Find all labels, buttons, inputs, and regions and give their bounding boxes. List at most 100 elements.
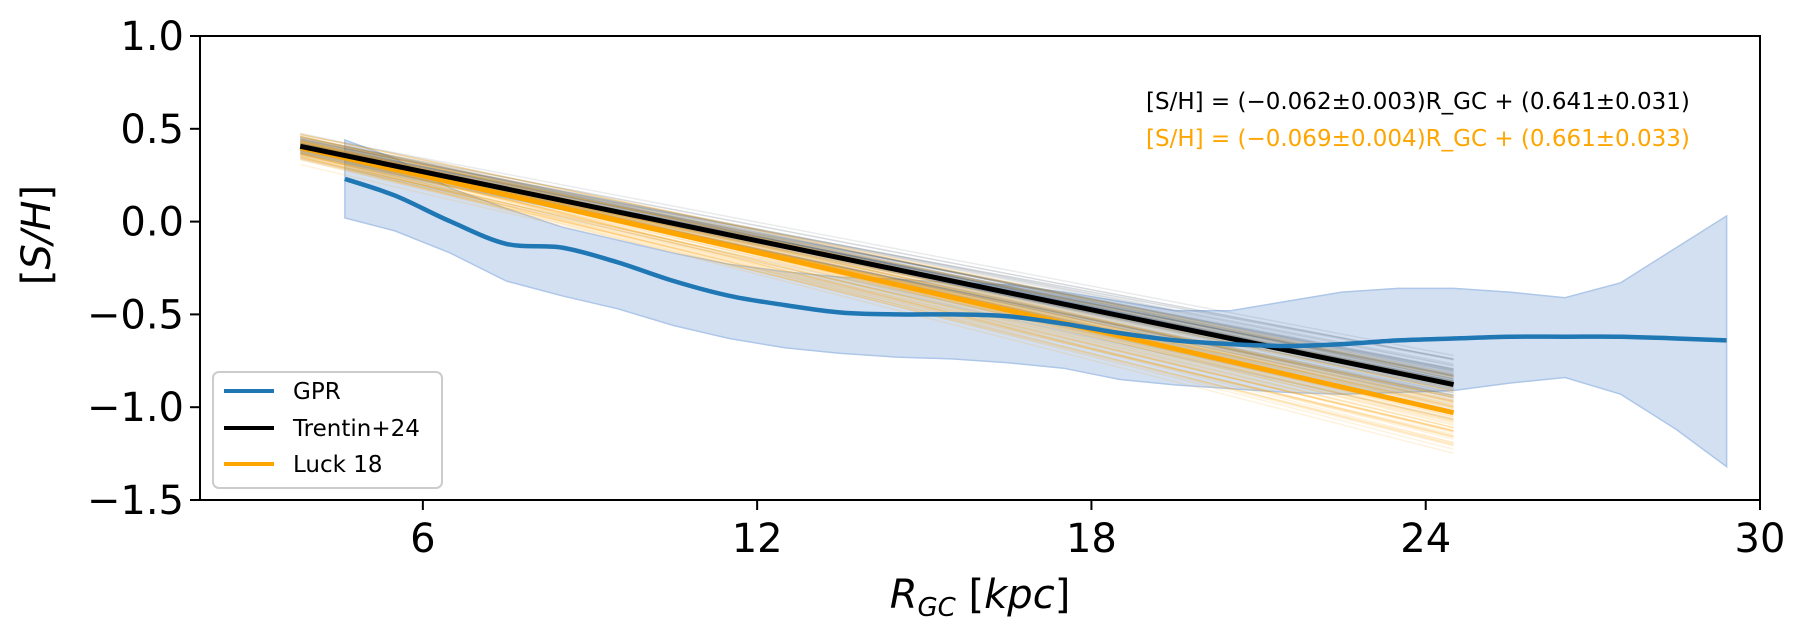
trentin-sample-line: [300, 157, 1454, 415]
y-tick-label: −1.0: [87, 385, 184, 431]
luck-sample-line: [300, 159, 1454, 431]
luck-sample-line: [300, 156, 1454, 438]
trentin-sample-line: [300, 140, 1454, 383]
luck-sample-line: [300, 150, 1454, 429]
legend: GPR Trentin+24 Luck 18: [212, 371, 443, 489]
y-tick-label: −0.5: [87, 292, 184, 338]
luck-sample-line: [300, 152, 1454, 446]
gpr-confidence-band: [344, 138, 1728, 469]
y-tick-label: 0.5: [120, 107, 184, 153]
legend-box: [212, 371, 443, 489]
luck-sample-line: [300, 133, 1454, 377]
legend-label-luck: Luck 18: [293, 452, 383, 478]
legend-label-gpr: GPR: [293, 379, 341, 405]
trentin-sample-line: [300, 153, 1454, 397]
trentin-sample-line: [300, 137, 1454, 377]
luck-sample-line: [300, 136, 1454, 402]
trentin-sample-line: [300, 144, 1454, 370]
trentin-sample-line: [300, 139, 1454, 367]
luck-sample-line: [300, 139, 1454, 380]
y-tick-label: 1.0: [120, 14, 184, 60]
luck-sample-line: [300, 155, 1454, 432]
y-axis-ticks: 1.0 0.5 0.0 −0.5 −1.0 −1.5: [87, 14, 200, 524]
fit-annotation: [S/H] = (−0.062±0.003)R_GC + (0.641±0.03…: [1146, 89, 1690, 115]
luck-sample-line: [300, 157, 1454, 437]
luck-sample-line: [300, 149, 1454, 429]
luck-sample-line: [300, 163, 1454, 436]
y-axis-label: [S/H]: [14, 185, 60, 285]
legend-label-trentin: Trentin+24: [292, 416, 420, 442]
luck-sample-line: [300, 152, 1454, 433]
luck-sample-line: [300, 153, 1454, 446]
luck-sample-line: [300, 148, 1454, 440]
luck-sample-line: [300, 156, 1454, 423]
trentin-sample-line: [300, 158, 1454, 420]
luck-sample-line: [300, 152, 1454, 450]
y-tick-label: −1.5: [87, 478, 184, 524]
x-tick-label: 30: [1735, 516, 1786, 562]
trentin-sample-line: [300, 143, 1454, 370]
luck-sample-line: [300, 151, 1454, 438]
trentin-sample-line: [300, 141, 1454, 373]
luck-sample-line: [300, 133, 1454, 375]
trentin-sample-line: [300, 132, 1454, 380]
luck-sample-line: [300, 148, 1454, 432]
trentin-sample-line: [300, 137, 1454, 360]
main-series-lines: [299, 143, 1727, 416]
luck-sample-line: [300, 145, 1454, 444]
luck-sample-line: [300, 155, 1454, 455]
trentin-sample-line: [300, 140, 1454, 382]
trentin-sample-line: [300, 142, 1454, 361]
luck-sample-line: [300, 158, 1454, 444]
luck-fit-line: [299, 145, 1455, 416]
luck-sample-line: [300, 153, 1454, 421]
gpr-mean-line: [344, 176, 1727, 349]
trentin-sample-line: [300, 144, 1454, 360]
x-tick-label: 18: [1066, 516, 1117, 562]
fit-annotation: [S/H] = (−0.069±0.004)R_GC + (0.661±0.03…: [1146, 126, 1690, 152]
x-tick-label: 24: [1400, 516, 1451, 562]
trentin-sample-line: [300, 142, 1454, 378]
luck-sample-line: [300, 144, 1454, 407]
trentin-sample-line: [300, 137, 1454, 360]
trentin-sample-line: [300, 142, 1454, 372]
trentin-sample-line: [300, 133, 1454, 357]
trentin-sample-line: [300, 155, 1454, 394]
luck-sample-line: [300, 154, 1454, 438]
trentin-sample-line: [300, 142, 1454, 380]
trentin-sample-line: [300, 144, 1454, 411]
trentin-sample-line: [300, 138, 1454, 380]
luck-sample-line: [300, 133, 1454, 378]
trentin-sample-line: [300, 145, 1454, 371]
plot-area: [299, 132, 1728, 469]
luck-sample-line: [300, 140, 1454, 397]
luck-sample-line: [300, 144, 1454, 410]
trentin-sample-line: [300, 153, 1454, 399]
fit-annotations: [S/H] = (−0.062±0.003)R_GC + (0.641±0.03…: [1146, 89, 1690, 152]
luck-sample-line: [300, 152, 1454, 432]
trentin-sample-line: [300, 139, 1454, 365]
luck-sample-line: [300, 141, 1454, 426]
luck-sample-line: [300, 135, 1454, 408]
luck-sample-line: [300, 147, 1454, 392]
trentin-sample-line: [300, 138, 1454, 370]
trentin-sample-line: [300, 142, 1454, 371]
luck-sample-line: [300, 156, 1454, 447]
luck-sample-line: [300, 148, 1454, 434]
luck-sample-line: [300, 150, 1454, 420]
x-axis-ticks: 6 12 18 24 30: [410, 500, 1785, 562]
x-tick-label: 6: [410, 516, 435, 562]
luck-sample-line: [300, 135, 1454, 383]
y-tick-label: 0.0: [120, 200, 184, 246]
trentin-sample-line: [300, 136, 1454, 377]
x-tick-label: 12: [732, 516, 783, 562]
axes-frame: [199, 35, 1761, 501]
trentin-sample-line: [300, 143, 1454, 380]
trentin-sample-line: [300, 138, 1454, 374]
trentin-sample-line: [300, 140, 1454, 378]
trentin-sample-line: [300, 138, 1454, 366]
gpr-confidence-band-layer: [344, 138, 1728, 469]
x-axis-label: RGC [kpc]: [890, 572, 1071, 623]
